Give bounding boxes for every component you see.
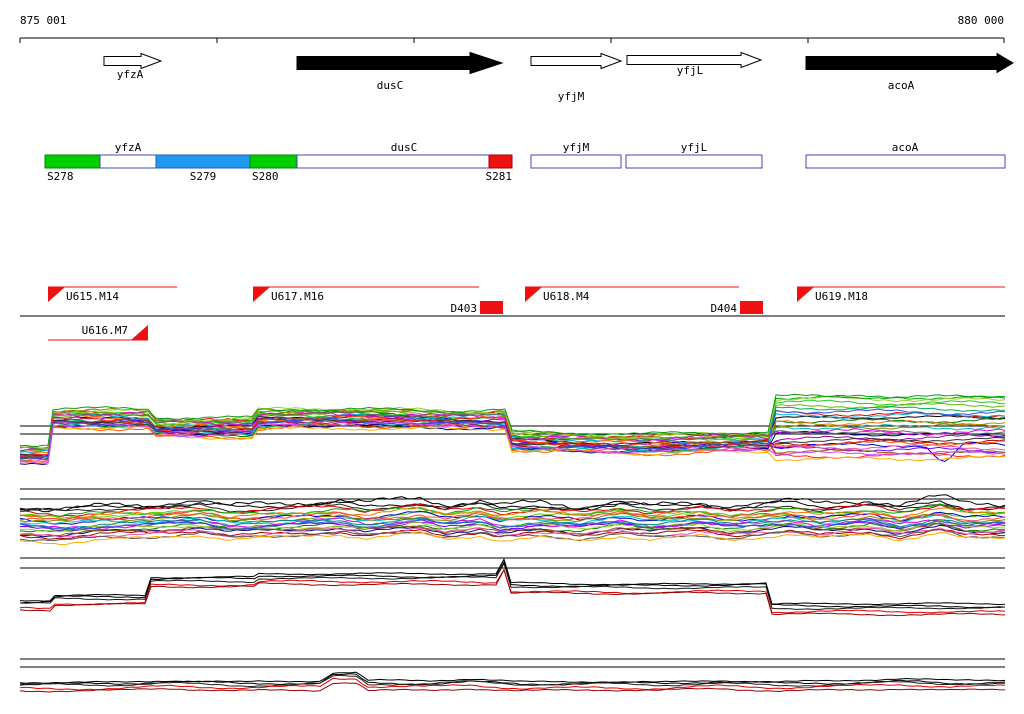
segment-box-yfjM[interactable] [530,154,622,169]
expression-panel-2-trace [19,519,1006,533]
segment-label: yfjL [681,141,708,154]
segment-label: yfjM [563,141,590,154]
marker-flag-icon[interactable] [131,325,148,340]
gene-arrow-yfjL[interactable] [626,51,763,69]
expression-panel-3-trace [19,557,1006,606]
segment-box-S281[interactable] [488,154,513,169]
expression-panel-3-trace [19,560,1006,609]
marker-flag-icon[interactable] [253,287,270,302]
expression-panel-2-trace [19,510,1006,522]
marker-label[interactable]: U616.M7 [82,324,128,337]
expression-panel-4-trace [19,682,1006,693]
segment-label: dusC [391,141,418,154]
ruler-start-label: 875 001 [20,14,66,27]
expression-panel-2-trace [19,522,1006,537]
gene-arrow-yfzA[interactable] [103,52,163,70]
gene-arrow-acoA[interactable] [805,52,1014,74]
gene-label: yfzA [117,68,144,81]
expression-panel-3-trace [19,568,1006,614]
segment-label: S281 [486,170,513,183]
marker-label[interactable]: U618.M4 [543,290,590,303]
gene-label: yfjL [677,64,704,77]
expression-panel-3-trace [19,568,1006,617]
segment-box-dusC[interactable] [296,154,513,169]
deletion-box[interactable] [480,301,503,314]
gene-arrow-dusC[interactable] [296,51,504,75]
marker-flag-icon[interactable] [525,287,542,302]
marker-label[interactable]: U619.M18 [815,290,868,303]
gene-label: yfjM [558,90,585,103]
segment-box-yfzA[interactable] [99,154,157,169]
segment-box-S279[interactable] [155,154,251,169]
expression-panel-2-trace [19,506,1006,521]
expression-panel-2-trace [19,509,1006,520]
marker-label[interactable]: U615.M14 [66,290,119,303]
expression-panel-2-trace [19,517,1006,530]
expression-panel-4-trace [19,677,1006,691]
expression-panel-1-trace [19,421,1006,464]
segment-box-S278[interactable] [44,154,101,169]
expression-panel-2-trace [19,527,1006,538]
expression-panel-1-trace [19,407,1006,449]
marker-label[interactable]: D404 [711,302,738,315]
segment-label: acoA [892,141,919,154]
segment-label: yfzA [115,141,142,154]
marker-label[interactable]: U617.M16 [271,290,324,303]
segment-label: S279 [190,170,217,183]
expression-panel-2-trace [19,519,1006,531]
gene-label: acoA [888,79,915,92]
segment-box-acoA[interactable] [805,154,1006,169]
expression-panel-3-trace [19,562,1006,610]
deletion-box[interactable] [740,301,763,314]
marker-label[interactable]: D403 [451,302,478,315]
gene-label: dusC [377,79,404,92]
expression-panel-1-trace [19,411,1006,452]
expression-panel-2-trace [19,503,1006,518]
expression-panel-2-trace [19,494,1006,513]
segment-label: S280 [252,170,279,183]
expression-panel-2-trace [19,528,1006,542]
expression-panel-4-trace [19,673,1006,686]
marker-flag-icon[interactable] [48,287,65,302]
expression-panel-1-trace [19,393,1006,448]
expression-panel-2-trace [19,531,1006,545]
marker-flag-icon[interactable] [797,287,814,302]
segment-box-yfjL[interactable] [625,154,763,169]
expression-panel-1-trace [20,418,1006,457]
expression-panel-1-trace [19,426,1006,465]
gene-arrow-yfjM[interactable] [530,52,623,70]
segment-label: S278 [47,170,74,183]
ruler-end-label: 880 000 [958,14,1004,27]
expression-panel-2-trace [19,500,1006,511]
segment-box-S280[interactable] [249,154,298,169]
